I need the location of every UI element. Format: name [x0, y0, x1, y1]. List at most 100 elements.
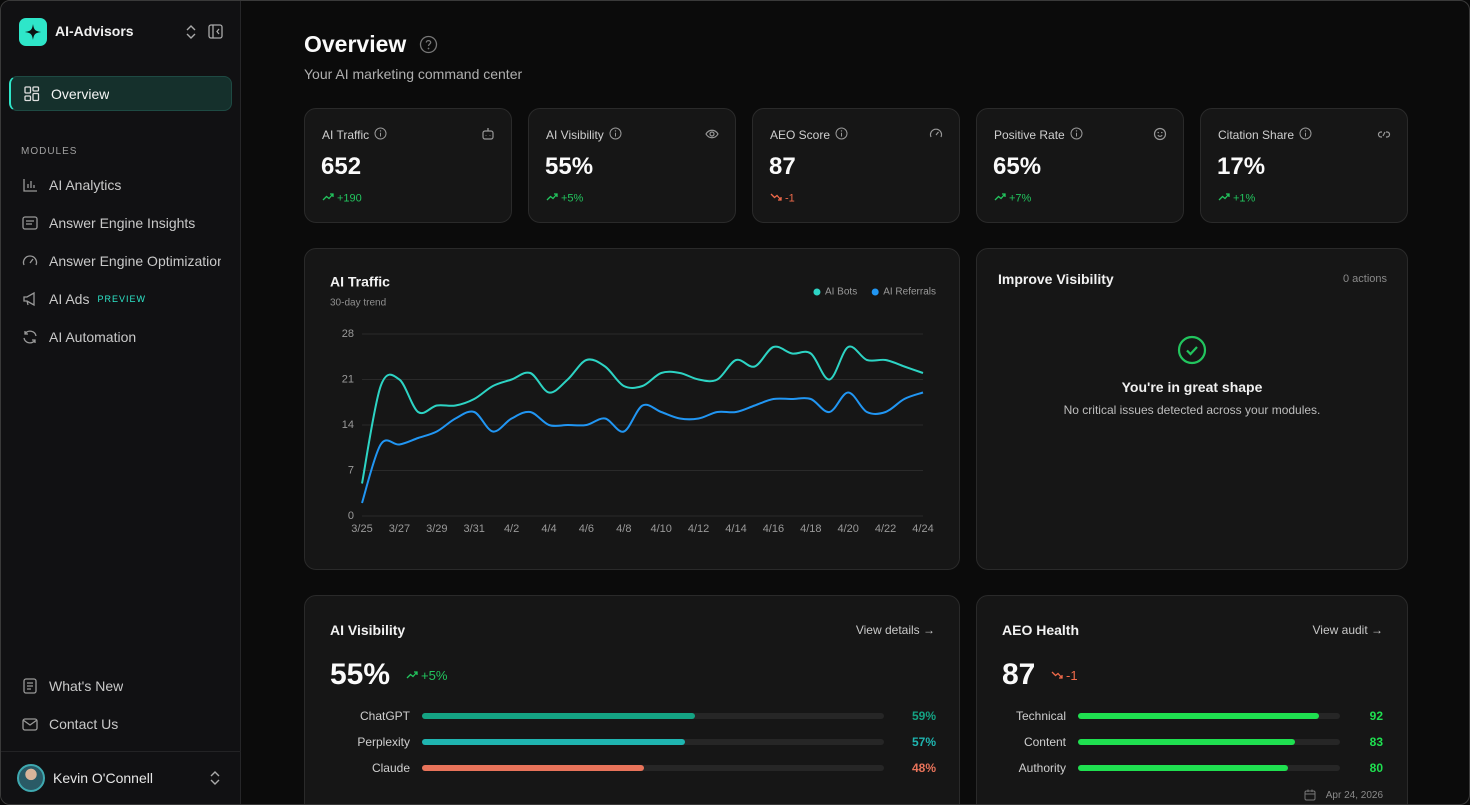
kpi-card: Positive Rate 65% +7%: [976, 108, 1184, 223]
x-tick-label: 4/18: [800, 523, 821, 535]
y-tick-label: 0: [348, 510, 354, 522]
preview-badge: PREVIEW: [97, 294, 146, 304]
progress-track: [422, 765, 884, 771]
info-icon[interactable]: [835, 127, 848, 143]
info-svg: [374, 127, 387, 140]
x-tick-label: 4/22: [875, 523, 896, 535]
chart-subtitle: 30-day trend: [330, 298, 386, 309]
progress-bar: [422, 765, 644, 771]
row-value: 80: [1369, 761, 1383, 775]
kpi-icon-svg: [705, 129, 719, 139]
row-name: Perplexity: [357, 735, 410, 749]
kpi-card: AI Visibility 55% +5%: [528, 108, 736, 223]
nav-item[interactable]: Answer Engine Optimization: [13, 249, 229, 273]
x-tick-label: 4/14: [725, 523, 746, 535]
kpi-icon-svg: [482, 128, 494, 140]
nav-item[interactable]: AI Ads PREVIEW: [13, 287, 229, 311]
kpi-icon-svg: [1377, 131, 1391, 138]
view-audit-link[interactable]: View audit →: [1312, 623, 1383, 637]
visibility-card: AI Visibility View details → 55% +5% Cha…: [304, 595, 960, 804]
workspace-switcher[interactable]: [184, 24, 198, 40]
health-value: 87: [1002, 658, 1036, 691]
y-tick-label: 28: [342, 328, 354, 340]
chart: AI Traffic 30-day trend 0 7 14 21 28 3/25 3/27 3/…: [330, 274, 936, 535]
legend-label: AI Bots: [825, 287, 857, 298]
change-value: +5%: [421, 668, 448, 684]
info-icon[interactable]: [1299, 127, 1312, 143]
nav-label: AI Automation: [49, 329, 137, 345]
legend-swatch: [813, 288, 821, 296]
help-icon[interactable]: [419, 35, 438, 54]
kpi-label: AI Traffic: [322, 128, 370, 142]
traffic-card: AI Traffic 30-day trend 0 7 14 21 28 3/25 3/27 3/…: [304, 248, 960, 570]
kpi-icon: [705, 127, 719, 146]
nav-label: Contact Us: [49, 716, 119, 732]
y-tick-label: 14: [342, 419, 354, 431]
kpi-change: -1: [770, 192, 795, 205]
health-card: AEO Health View audit → 87 -1 Technical 9…: [976, 595, 1408, 804]
visibility-value: 55%: [330, 658, 391, 691]
nav-label: Answer Engine Optimization: [49, 253, 221, 269]
trend-svg: [406, 671, 418, 679]
card-title: AI Visibility: [330, 622, 406, 638]
nav-item[interactable]: AI Automation: [13, 325, 229, 349]
row-name: ChatGPT: [359, 709, 410, 723]
nav-whats-new[interactable]: What's New: [13, 674, 229, 698]
kpi-change: +190: [322, 192, 362, 205]
kpi-icon: [1153, 127, 1167, 146]
legend-swatch: [871, 288, 879, 296]
progress-track: [422, 713, 884, 719]
info-icon[interactable]: [374, 127, 387, 143]
user-name[interactable]: Kevin O'Connell: [53, 770, 153, 786]
x-tick-label: 3/29: [426, 523, 447, 535]
nav-icon: [22, 718, 38, 731]
kpi-label: AEO Score: [770, 128, 831, 142]
kpi-value: 65%: [993, 153, 1042, 180]
nav-item[interactable]: AI Analytics: [13, 173, 229, 197]
user-menu[interactable]: [208, 770, 222, 786]
page-subtitle: Your AI marketing command center: [304, 66, 523, 82]
kpi-value: 87: [769, 153, 796, 180]
x-tick-label: 3/25: [351, 523, 372, 535]
trend-icon: [322, 192, 334, 205]
trend-svg: [546, 193, 558, 201]
y-tick-label: 7: [348, 464, 354, 476]
kpi-icon: [929, 127, 943, 146]
x-tick-label: 3/31: [463, 523, 484, 535]
nav-contact[interactable]: Contact Us: [13, 712, 229, 736]
calendar-icon: [1304, 789, 1316, 801]
progress-bar: [1078, 739, 1296, 745]
action-count: 0 actions: [1342, 273, 1387, 285]
kpi-card: Citation Share 17% +1%: [1200, 108, 1408, 223]
info-icon[interactable]: [1070, 127, 1083, 143]
info-icon[interactable]: [609, 127, 622, 143]
nav-icon: [21, 214, 39, 237]
legend-label: AI Referrals: [883, 287, 936, 298]
collapse-sidebar[interactable]: [208, 24, 223, 39]
user-avatar[interactable]: [17, 764, 45, 792]
x-tick-label: 4/20: [837, 523, 858, 535]
progress-bar: [422, 739, 686, 745]
nav-label: AI Ads: [49, 291, 90, 307]
kpi-value: 652: [321, 153, 362, 180]
success-icon: [1177, 335, 1207, 365]
kpi-label-row: AI Traffic: [322, 127, 387, 143]
nav-icon-svg: [23, 291, 35, 307]
nav-text-row: AI Automation: [49, 328, 221, 346]
row-value: 92: [1369, 709, 1383, 723]
trend-svg: [770, 193, 782, 201]
nav-text-row: AI Analytics: [49, 176, 221, 194]
nav-item[interactable]: Answer Engine Insights: [13, 211, 229, 235]
kpi-label-row: Citation Share: [1218, 127, 1312, 143]
change-value: +7%: [1009, 192, 1032, 205]
kpi-card: AI Traffic 652 +190: [304, 108, 512, 223]
nav-icon: [21, 176, 39, 199]
view-details-link[interactable]: View details →: [855, 623, 935, 637]
progress-track: [422, 739, 884, 745]
nav-overview[interactable]: Overview: [9, 76, 232, 111]
y-tick-label: 21: [342, 373, 354, 385]
change-value: -1: [785, 192, 795, 205]
x-tick-label: 4/8: [616, 523, 631, 535]
kpi-label-row: Positive Rate: [994, 127, 1083, 143]
trend-svg: [1051, 671, 1063, 679]
